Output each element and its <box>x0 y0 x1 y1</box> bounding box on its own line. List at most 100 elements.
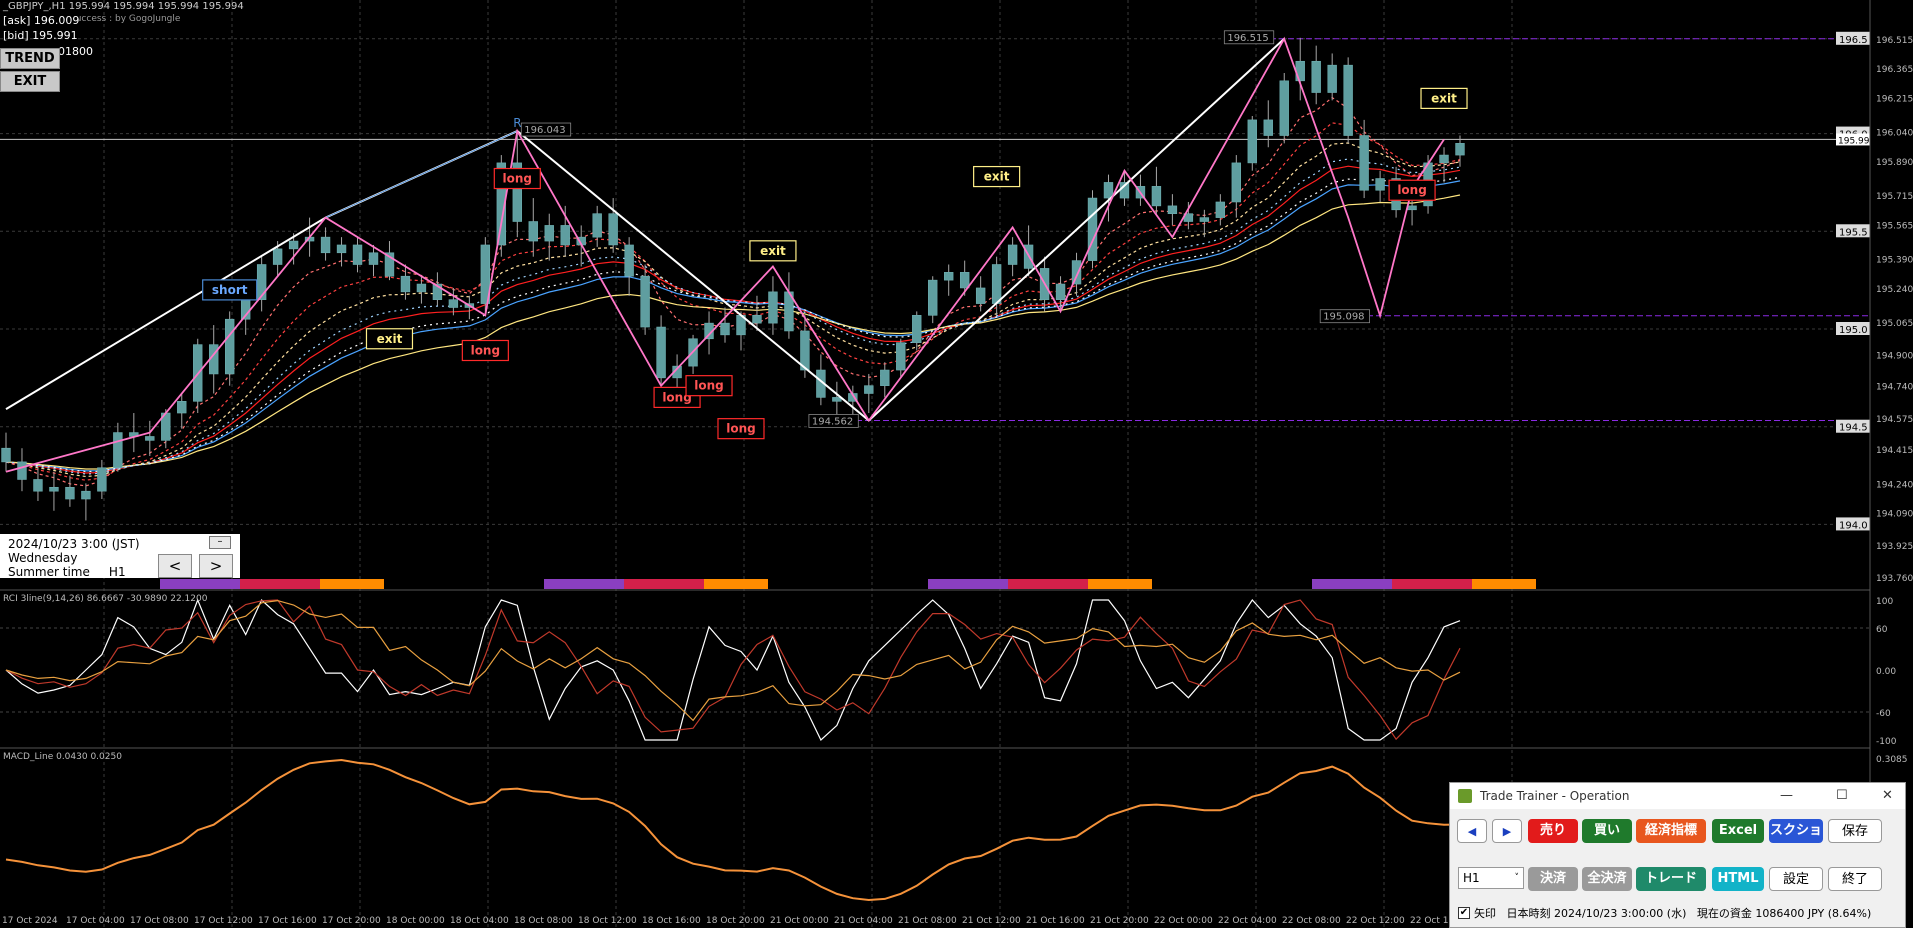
trend-line-down <box>516 130 870 422</box>
arrow-checkbox[interactable]: ✔ <box>1458 907 1470 919</box>
maximize-icon[interactable]: ☐ <box>1836 788 1848 803</box>
candle-body <box>288 240 299 250</box>
info-datetime: 2024/10/23 3:00 (JST) <box>8 537 140 551</box>
time-tick: 18 Oct 12:00 <box>578 916 637 926</box>
price-box-text: 195.5 <box>1839 227 1868 238</box>
session-asia <box>1312 579 1392 589</box>
save-button[interactable]: 保存 <box>1828 819 1882 843</box>
candle-body <box>752 315 762 324</box>
settle-button[interactable]: 決済 <box>1528 867 1578 891</box>
buy-button[interactable]: 買い <box>1582 819 1632 843</box>
time-tick: 18 Oct 04:00 <box>450 916 509 926</box>
ema-line <box>5 122 1461 481</box>
rci-long-line <box>5 599 1461 722</box>
excel-button[interactable]: Excel <box>1712 819 1764 843</box>
indicator-credit: Success : by GogoJungle <box>70 14 181 24</box>
candle-body <box>272 248 283 265</box>
price-box-bg <box>1836 224 1870 238</box>
prev-bar-button[interactable]: < <box>158 554 192 578</box>
signal-text: long <box>726 422 756 436</box>
signal-text: long <box>1397 183 1427 197</box>
prev-arrow-button[interactable]: ◀ <box>1457 819 1487 843</box>
price-tick: 196.365 <box>1876 65 1913 75</box>
signal-box <box>749 240 797 262</box>
session-europe <box>1392 579 1472 589</box>
swing-label-text: 196.043 <box>524 125 565 136</box>
candle-body <box>1407 205 1417 211</box>
html-button[interactable]: HTML <box>1712 867 1764 891</box>
signal-box <box>493 167 541 190</box>
candle-body <box>656 326 666 379</box>
trend-button[interactable]: TREND <box>0 48 60 69</box>
quit-button[interactable]: 終了 <box>1828 867 1882 891</box>
candle-body <box>49 486 59 492</box>
candle-body <box>800 330 810 371</box>
info-weekday: Wednesday <box>8 551 78 565</box>
rci-tick: 0.00 <box>1876 667 1896 677</box>
candle-body <box>1087 197 1098 261</box>
sell-button[interactable]: 売り <box>1528 819 1578 843</box>
time-tick: 17 Oct 04:00 <box>66 916 125 926</box>
macd-tick: 0.3085 <box>1876 755 1908 765</box>
candle-body <box>1071 260 1082 285</box>
next-bar-button[interactable]: > <box>199 554 233 578</box>
price-tick: 196.515 <box>1876 36 1913 46</box>
screenshot-button[interactable]: スクショ <box>1769 819 1823 843</box>
signal-text: long <box>662 390 692 404</box>
candle-body <box>1343 64 1353 136</box>
candle-body <box>81 490 91 500</box>
minimize-info-button[interactable]: – <box>209 536 231 549</box>
minimize-icon[interactable]: — <box>1780 788 1793 803</box>
exit-button[interactable]: EXIT <box>0 71 60 92</box>
session-ny <box>320 579 384 589</box>
signal-text: long <box>503 172 533 186</box>
price-tick: 195.240 <box>1876 285 1913 295</box>
price-box-text: 194.0 <box>1839 520 1868 531</box>
close-icon[interactable]: ✕ <box>1882 788 1893 803</box>
candle-body <box>1 447 11 463</box>
candle-body <box>1327 64 1337 93</box>
time-tick: 17 Oct 16:00 <box>258 916 317 926</box>
signal-long: long <box>461 339 509 362</box>
trade-trainer-title: Trade Trainer - Operation <box>1480 789 1630 803</box>
swing-label-box <box>1319 309 1370 324</box>
candle-body <box>320 236 331 254</box>
price-tick: 193.760 <box>1876 574 1913 584</box>
candle-body <box>672 365 682 379</box>
next-arrow-button[interactable]: ▶ <box>1492 819 1522 843</box>
signal-box <box>685 375 733 397</box>
time-tick: 21 Oct 04:00 <box>834 916 893 926</box>
candle-body <box>928 279 938 316</box>
economic-indicators-button[interactable]: 経済指標 <box>1636 819 1706 843</box>
price-box: 194.0 <box>1836 517 1870 531</box>
swing-label: 196.043 <box>520 122 572 137</box>
swing-label-text: 196.515 <box>1227 33 1268 44</box>
session-ny <box>704 579 768 589</box>
rci-tick: -60 <box>1876 709 1891 719</box>
signal-box <box>1420 87 1468 109</box>
session-ny <box>1088 579 1152 589</box>
moving-averages <box>5 96 1461 487</box>
timeframe-select-value: H1 <box>1463 871 1480 885</box>
price-tick: 193.925 <box>1876 542 1913 552</box>
trade-button[interactable]: トレード <box>1636 867 1706 891</box>
session-europe <box>624 579 704 589</box>
price-box-bg <box>1836 517 1870 531</box>
price-tick: 196.040 <box>1876 129 1913 139</box>
swing-label: 194.562 <box>808 414 859 428</box>
candle-body <box>1247 119 1257 164</box>
candle-body <box>336 244 347 254</box>
candle-body <box>912 315 922 343</box>
candle-body <box>17 461 27 480</box>
settings-button[interactable]: 設定 <box>1769 867 1823 891</box>
time-tick: 18 Oct 16:00 <box>642 916 701 926</box>
price-tick: 195.065 <box>1876 319 1913 329</box>
symbol-header: _GBPJPY_,H1 195.994 195.994 195.994 195.… <box>3 1 244 12</box>
r-mark: R <box>513 116 521 130</box>
settle-all-button[interactable]: 全決済 <box>1582 867 1632 891</box>
candle-body <box>880 369 890 386</box>
candle-body <box>1007 244 1018 265</box>
timeframe-select[interactable]: H1 ˅ <box>1458 867 1524 889</box>
candle-body <box>65 486 75 500</box>
